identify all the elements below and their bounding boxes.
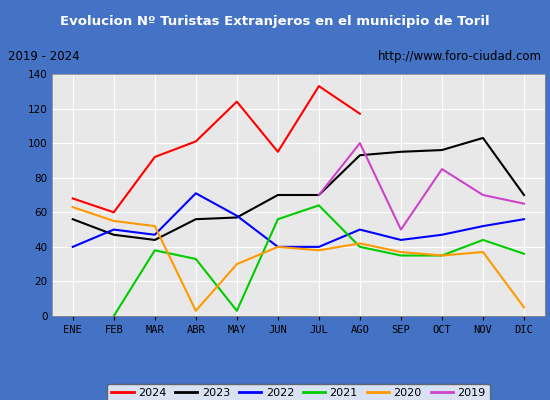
Text: 2019 - 2024: 2019 - 2024 bbox=[8, 50, 79, 63]
Text: http://www.foro-ciudad.com: http://www.foro-ciudad.com bbox=[378, 50, 542, 63]
Legend: 2024, 2023, 2022, 2021, 2020, 2019: 2024, 2023, 2022, 2021, 2020, 2019 bbox=[107, 384, 490, 400]
Text: Evolucion Nº Turistas Extranjeros en el municipio de Toril: Evolucion Nº Turistas Extranjeros en el … bbox=[60, 14, 490, 28]
